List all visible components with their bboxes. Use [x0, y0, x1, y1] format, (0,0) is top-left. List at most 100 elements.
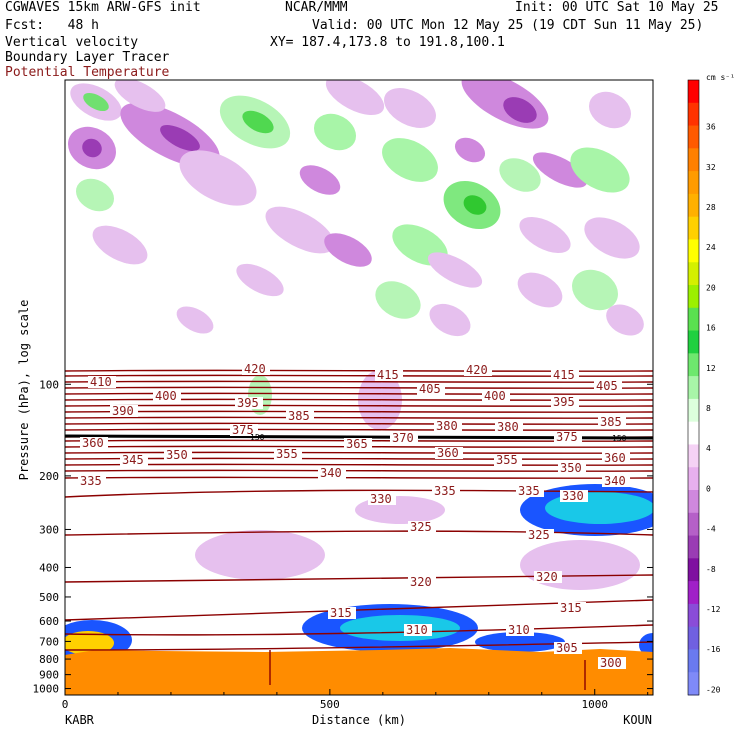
colorbar-frame [687, 79, 700, 696]
vertical-velocity-blob [324, 233, 372, 267]
theta-label: 300 [600, 656, 622, 670]
theta-contour [65, 428, 653, 431]
x-left-station: KABR [65, 713, 95, 727]
theta-label: 365 [346, 437, 368, 451]
theta-label-bg [534, 571, 562, 583]
vertical-velocity-blob [179, 150, 257, 206]
colorbar-swatch [688, 125, 699, 149]
theta-label-bg [230, 424, 258, 436]
org-label: NCAR/MMM [285, 0, 348, 15]
theta-label: 405 [419, 382, 441, 396]
colorbar-tick-label: 24 [706, 243, 716, 252]
vertical-velocity-blob [382, 138, 438, 182]
theta-label-bg [408, 521, 436, 533]
colorbar-tick-label: -20 [706, 685, 721, 694]
x-tick-label: 500 [320, 698, 340, 711]
field-theta: Potential Temperature [5, 65, 170, 80]
colorbar-swatch [688, 490, 699, 514]
theta-contour [65, 624, 653, 636]
theta-contour [65, 422, 653, 425]
colorbar-tick-label: 32 [706, 163, 716, 172]
vertical-velocity-blob [75, 178, 115, 212]
colorbar-tick-label: 12 [706, 364, 716, 373]
colorbar-swatch [688, 535, 699, 559]
theta-label: 385 [288, 409, 310, 423]
colorbar-swatch [688, 80, 699, 104]
vertical-velocity-blob [503, 97, 537, 123]
theta-label-bg [368, 493, 396, 505]
theta-label-bg [594, 380, 622, 392]
theta-label-bg [526, 529, 554, 541]
y-tick-label: 900 [39, 669, 59, 682]
theta-label-bg [598, 416, 626, 428]
colorbar-swatch [688, 330, 699, 354]
theta-label: 335 [518, 484, 540, 498]
theta-contour [65, 410, 653, 413]
y-axis-label: Pressure (hPa), log scale [17, 300, 31, 481]
y-tick-label: 700 [39, 635, 59, 648]
valid-time: Valid: 00 UTC Mon 12 May 25 (19 CDT Sun … [312, 18, 704, 33]
theta-label: 370 [392, 431, 414, 445]
theta-contour [65, 476, 653, 479]
theta-label: 380 [436, 419, 458, 433]
theta-label: 340 [604, 474, 626, 488]
y-tick-label: 1000 [33, 683, 60, 696]
vertical-velocity-blob [242, 110, 274, 134]
ascent-core [65, 631, 114, 655]
theta-contour [65, 530, 653, 536]
x-right-station: KOUN [623, 713, 652, 727]
theta-label: 395 [237, 396, 259, 410]
colorbar-swatch [688, 239, 699, 263]
y-tick-label: 100 [39, 378, 59, 391]
aux-label: 150 [250, 433, 265, 442]
vertical-velocity-blob [176, 306, 214, 334]
colorbar-tick-label: 28 [706, 203, 716, 212]
theta-label-bg [432, 485, 460, 497]
theta-label: 400 [155, 389, 177, 403]
theta-label: 330 [562, 489, 584, 503]
colorbar-swatch [688, 672, 699, 696]
theta-label: 305 [556, 641, 578, 655]
theta-label: 360 [604, 451, 626, 465]
colorbar-swatch [688, 649, 699, 673]
theta-label: 420 [466, 363, 488, 377]
plot-frame [64, 79, 654, 696]
theta-label: 315 [330, 606, 352, 620]
colorbar-swatch [688, 581, 699, 605]
theta-label: 390 [112, 404, 134, 418]
colorbar-swatch [688, 626, 699, 650]
theta-contour [65, 416, 653, 419]
colorbar-tick-label: -12 [706, 605, 721, 614]
x-tick-label: 0 [62, 698, 69, 711]
theta-label-bg [88, 376, 116, 388]
vertical-velocity-blob [517, 272, 563, 308]
theta-label-bg [318, 467, 346, 479]
colorbar-tick-label: -8 [706, 565, 716, 574]
theta-label: 385 [600, 415, 622, 429]
theta-label-bg [554, 642, 582, 654]
colorbar-swatch [688, 467, 699, 491]
descent-region [195, 530, 325, 580]
colorbar-swatch [688, 216, 699, 240]
theta-label: 400 [484, 389, 506, 403]
colorbar-swatch [688, 307, 699, 332]
x-axis-label: Distance (km) [312, 713, 406, 727]
colorbar-swatch [688, 102, 699, 127]
theta-label-bg [506, 624, 534, 636]
colorbar-swatch [688, 193, 699, 218]
theta-label-bg [551, 369, 579, 381]
theta-label-bg [286, 410, 314, 422]
theta-label-bg [560, 490, 588, 502]
theta-label-bg [551, 396, 579, 408]
y-tick-label: 300 [39, 523, 59, 536]
vertical-velocity-blob [160, 124, 200, 152]
theta-label: 320 [410, 575, 432, 589]
colorbar-swatch [688, 398, 699, 423]
vertical-velocity-blob [427, 252, 483, 288]
vertical-velocity-blob [299, 165, 341, 195]
theta-label-bg [110, 405, 138, 417]
theta-label: 380 [497, 420, 519, 434]
y-tick-label: 400 [39, 561, 59, 574]
vertical-velocity-blob [584, 217, 640, 259]
